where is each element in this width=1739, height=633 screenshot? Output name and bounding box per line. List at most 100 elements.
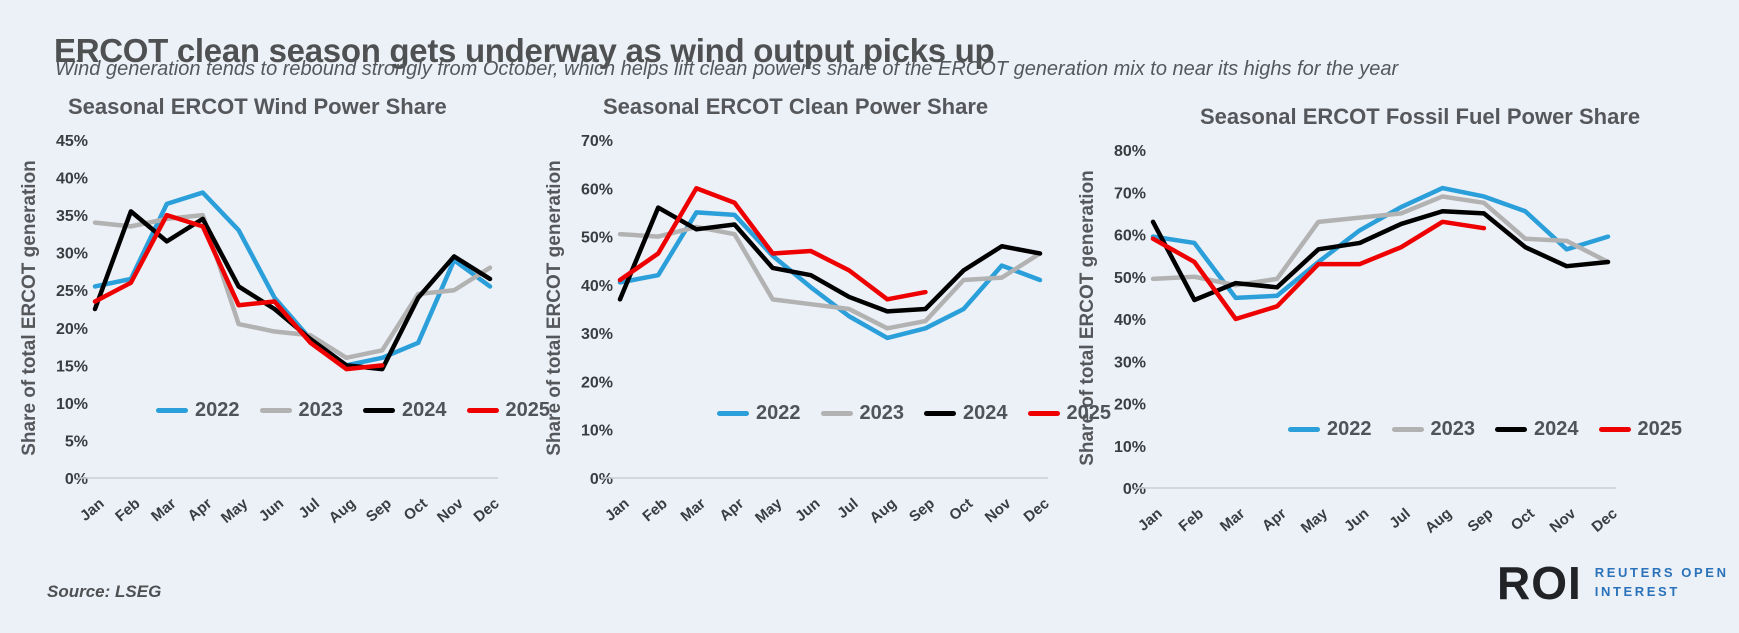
y-tick-label: 50% [1114,270,1146,287]
chart-legend: 2022 2023 2024 2025 [156,399,550,422]
legend-item-2023: 2023 [820,402,905,425]
legend-label: 2022 [756,402,801,424]
legend-label: 2024 [402,399,447,421]
wind-share-chart: Seasonal ERCOT Wind Power Share Share of… [19,94,550,526]
x-tick-label: Sep [906,495,938,526]
y-tick-label: 25% [56,283,88,300]
y-tick-label: 70% [581,133,613,150]
legend-item-2022: 2022 [1288,418,1372,441]
series-line-2022 [617,210,1043,341]
x-tick-label: Jan [602,495,633,525]
source-note: Source: LSEG [47,582,162,601]
y-tick-label: 60% [1114,228,1146,245]
legend-label: 2025 [1066,402,1112,424]
legend-item-2024: 2024 [1495,418,1579,441]
legend-label: 2024 [1534,418,1579,440]
x-tick-label: Nov [1547,505,1580,536]
series-line-2022 [1150,185,1611,301]
legend-label: 2023 [859,402,905,424]
x-tick-label: Feb [1176,505,1207,535]
x-tick-label: Mar [678,495,709,525]
y-tick-label: 40% [1114,312,1146,329]
x-tick-label: Mar [1217,505,1248,535]
legend-label: 2023 [1430,418,1476,440]
legend-label: 2023 [298,399,344,421]
y-tick-label: 60% [581,181,613,198]
x-tick-label: Mar [148,495,179,525]
x-tick-label: Jun [256,495,287,525]
y-tick-label: 0% [65,471,88,488]
y-tick-label: 30% [581,326,613,343]
x-tick-label: Oct [946,495,976,524]
x-tick-label: Feb [639,495,670,525]
x-tick-label: Dec [471,495,503,526]
x-tick-label: Jul [295,495,323,522]
y-tick-label: 40% [581,278,613,295]
legend-item-2022: 2022 [717,402,801,425]
fossil-chart-canvas: 0% 10% 20% 30% 40% 50% 60% 70% 80% Jan Feb Mar Apr Ma… [1114,143,1621,536]
legend-swatch-2025 [1027,411,1060,416]
x-tick-label: Aug [1422,505,1455,536]
x-tick-label: Jan [1135,505,1166,535]
chart-legend: 2022 2023 2024 2025 [717,402,1111,425]
series-line-2023 [1150,194,1611,288]
series-line-2024 [1150,209,1611,303]
legend-item-2022: 2022 [156,399,240,422]
chart-legend: 2022 2023 2024 2025 [1288,418,1682,441]
page-title: ERCOT clean season gets underway as wind… [54,32,995,70]
y-tick-label: 20% [1114,397,1146,414]
legend-item-2025: 2025 [1598,418,1682,441]
series-line-2023 [617,224,1043,331]
x-tick-label: Feb [112,495,143,525]
x-tick-label: Jul [834,495,862,522]
x-tick-label: Jan [77,495,108,525]
x-tick-label: Aug [326,495,359,526]
y-tick-label: 30% [1114,354,1146,371]
legend-swatch-2025 [466,408,499,413]
fossil-share-chart: Seasonal ERCOT Fossil Fuel Power Share S… [1077,104,1682,536]
legend-swatch-2022 [156,408,188,413]
y-tick-label: 80% [1114,143,1146,160]
series-line-2025 [1150,219,1487,322]
series-line-2025 [92,212,385,372]
legend-label: 2022 [195,399,240,421]
roi-logo-abbr: ROI [1497,557,1582,609]
legend-item-2024: 2024 [363,399,447,422]
chart-title: Seasonal ERCOT Fossil Fuel Power Share [1200,104,1641,129]
x-tick-label: Jul [1386,505,1414,532]
legend-label: 2022 [1327,418,1372,440]
legend-item-2025: 2025 [1027,402,1112,425]
x-tick-label: May [1298,505,1332,536]
x-tick-label: Dec [1589,505,1621,536]
x-tick-label: Apr [716,495,747,525]
roi-logo-text: REUTERS OPEN INTEREST [1594,565,1729,599]
x-tick-label: Sep [1464,505,1496,536]
legend-swatch-2024 [363,408,395,413]
x-tick-label: Apr [185,495,216,525]
wind-chart-canvas: 0% 5% 10% 15% 20% 25% 30% 35% 40% 45% Jan Feb Mar Apr… [56,133,503,526]
y-tick-label: 0% [1123,481,1146,498]
clean-share-chart: Seasonal ERCOT Clean Power Share Share o… [544,94,1111,526]
x-tick-label: Oct [1508,505,1538,534]
y-tick-label: 0% [590,471,613,488]
x-tick-label: Sep [363,495,395,526]
legend-swatch-2024 [1495,427,1527,432]
y-tick-label: 10% [56,396,88,413]
y-tick-label: 5% [65,433,88,450]
x-tick-label: Nov [434,495,467,526]
x-tick-label: Jun [1341,505,1372,535]
y-tick-label: 20% [581,374,613,391]
y-tick-label: 10% [581,423,613,440]
y-axis-title: Share of total ERCOT generation [544,160,565,456]
y-tick-label: 15% [56,358,88,375]
series-line-2022 [92,190,493,368]
legend-swatch-2023 [820,411,853,416]
legend-item-2024: 2024 [924,402,1008,425]
series-line-2025 [617,186,928,302]
legend-swatch-2022 [1288,427,1320,432]
chart-title: Seasonal ERCOT Wind Power Share [68,94,447,119]
chart-title: Seasonal ERCOT Clean Power Share [603,94,989,119]
y-axis-title: Share of total ERCOT generation [1077,170,1098,466]
legend-item-2023: 2023 [1391,418,1476,441]
